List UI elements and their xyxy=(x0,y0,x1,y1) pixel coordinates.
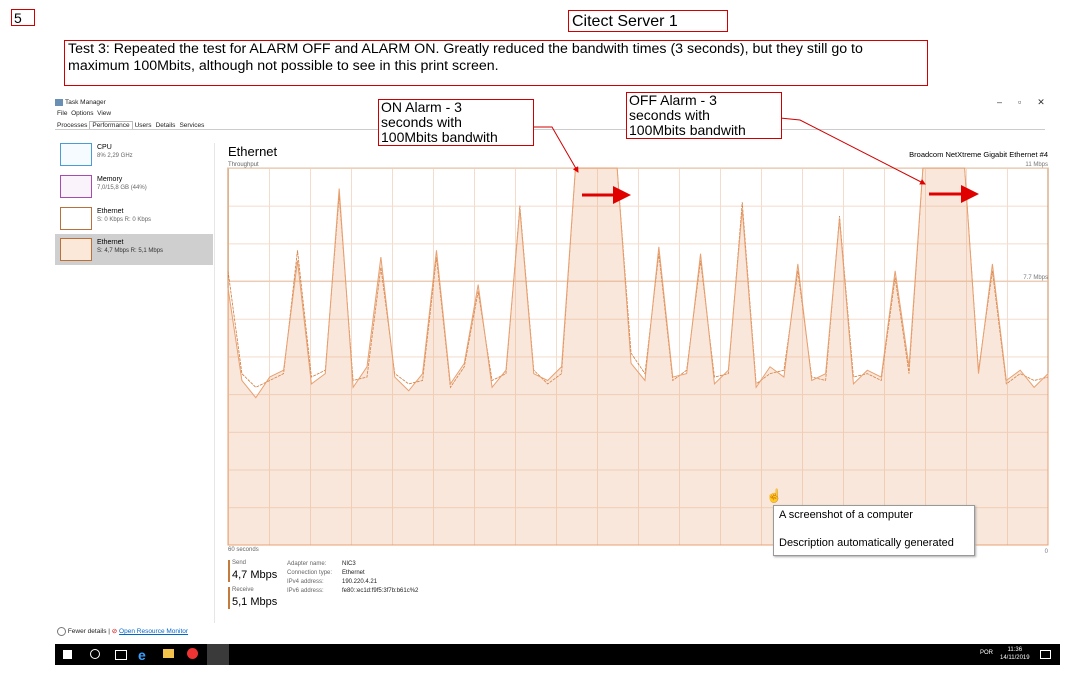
resource-monitor-link[interactable]: Open Resource Monitor xyxy=(119,628,189,636)
property-value: fe80::ec1d:f9f5:3f7b:b61c%2 xyxy=(342,588,419,594)
tooltip-description: Description automatically generated xyxy=(779,537,954,549)
fewer-details[interactable]: Fewer details xyxy=(67,628,107,636)
doc-title: Citect Server 1 xyxy=(572,13,678,30)
page-number-box: 5 xyxy=(11,9,35,26)
taskbar: e POR 11:36 14/11/2019 xyxy=(55,644,1060,665)
adapter-model: Broadcom NetXtreme Gigabit Ethernet #4 xyxy=(909,150,1048,159)
receive-value: 5,1 Mbps xyxy=(232,596,278,608)
property-label: IPv4 address: xyxy=(287,579,324,585)
page-number: 5 xyxy=(14,10,22,26)
notifications[interactable] xyxy=(1040,650,1051,659)
tab[interactable]: Processes xyxy=(57,122,88,129)
y-tick-label: 11 Mbps xyxy=(1025,162,1048,168)
time: 11:36 xyxy=(1007,647,1023,653)
cursor: ☝ xyxy=(766,488,783,503)
graph-label: Throughput xyxy=(228,162,259,168)
sidebar-detail: 7,0/15,8 GB (44%) xyxy=(97,185,147,191)
sidebar-detail: 8% 2,29 GHz xyxy=(97,153,133,159)
divider xyxy=(214,143,215,623)
taskmgr-icon[interactable] xyxy=(207,644,229,665)
property-value: Ethernet xyxy=(342,570,365,576)
cpu-thumb xyxy=(60,143,92,166)
menu-item[interactable]: Options xyxy=(71,110,94,117)
title-box: Citect Server 1 xyxy=(568,10,728,32)
callout-line: seconds with xyxy=(381,114,462,130)
property-label: Connection type: xyxy=(287,570,333,576)
ethernet-thumb xyxy=(60,238,92,261)
y-tick-label: 0 xyxy=(1045,549,1049,555)
sidebar-detail: S: 0 Kbps R: 0 Kbps xyxy=(97,217,152,223)
search-button[interactable] xyxy=(90,649,100,659)
y-tick-label: 7.7 Mbps xyxy=(1023,275,1048,281)
title-text: Task Manager xyxy=(65,99,106,107)
receive-indicator xyxy=(228,587,230,609)
memory-thumb xyxy=(60,175,92,198)
callout-off: OFF Alarm - 3 seconds with 100Mbits band… xyxy=(626,92,782,139)
sidebar-name[interactable]: Ethernet xyxy=(97,208,124,215)
property-labels: Adapter name: Connection type: IPv4 addr… xyxy=(287,560,332,596)
send-value: 4,7 Mbps xyxy=(232,569,278,581)
receive-area xyxy=(227,167,1049,546)
tab[interactable]: Users xyxy=(134,122,152,129)
date: 14/11/2019 xyxy=(1000,655,1030,661)
property-label: IPv6 address: xyxy=(287,588,324,594)
tab[interactable]: Details xyxy=(155,122,176,129)
tooltip-title: A screenshot of a computer xyxy=(779,509,913,521)
note: Test 3: Repeated the test for ALARM OFF … xyxy=(68,41,863,74)
edge-icon[interactable]: e xyxy=(138,647,146,663)
send-indicator xyxy=(228,560,230,582)
menu: File Options View xyxy=(57,110,111,117)
note-box: Test 3: Repeated the test for ALARM OFF … xyxy=(64,40,928,86)
property-value: 190.220.4.21 xyxy=(342,579,378,585)
callout-line: ON Alarm - 3 xyxy=(381,99,462,115)
property-value: NIC3 xyxy=(342,561,356,567)
menu-item[interactable]: File xyxy=(57,110,68,117)
window-title: Task Manager xyxy=(55,99,106,106)
window-controls[interactable]: –▫✕ xyxy=(997,97,1061,107)
send-label: Send xyxy=(232,560,247,566)
adapter-title: Ethernet xyxy=(228,144,278,159)
callout-line: seconds with xyxy=(629,107,710,123)
language[interactable]: POR xyxy=(980,650,994,656)
sidebar-name[interactable]: CPU xyxy=(97,144,112,151)
start-button[interactable] xyxy=(63,650,72,659)
sidebar-name[interactable]: Memory xyxy=(97,176,123,183)
menu-item[interactable]: View xyxy=(97,110,112,117)
callout-on: ON Alarm - 3 seconds with 100Mbits bandw… xyxy=(378,99,534,146)
footer: Fewer details | ⊘ Open Resource Monitor xyxy=(57,627,188,636)
property-label: Adapter name: xyxy=(287,561,327,567)
callout-line: 100Mbits bandwith xyxy=(381,129,498,145)
callout-line: OFF Alarm - 3 xyxy=(629,92,717,108)
ethernet-thumb xyxy=(60,207,92,230)
receive-label: Receive xyxy=(232,587,254,593)
explorer-icon[interactable] xyxy=(163,649,174,658)
tab[interactable]: Performance xyxy=(89,121,133,129)
app-icon[interactable] xyxy=(187,648,198,659)
clock[interactable]: 11:36 14/11/2019 xyxy=(1000,646,1030,662)
callout-line: 100Mbits bandwith xyxy=(629,122,746,138)
x-axis-label: 60 seconds xyxy=(228,547,259,553)
sidebar-detail: S: 4,7 Mbps R: 5,1 Mbps xyxy=(97,248,164,254)
graph-grid xyxy=(228,168,1048,545)
task-view-button[interactable] xyxy=(115,650,127,660)
property-values: NIC3 Ethernet 190.220.4.21 fe80::ec1d:f9… xyxy=(342,560,418,596)
sidebar-name[interactable]: Ethernet xyxy=(97,239,124,246)
tooltip: A screenshot of a computer Description a… xyxy=(773,505,975,556)
tab[interactable]: Services xyxy=(179,122,205,129)
